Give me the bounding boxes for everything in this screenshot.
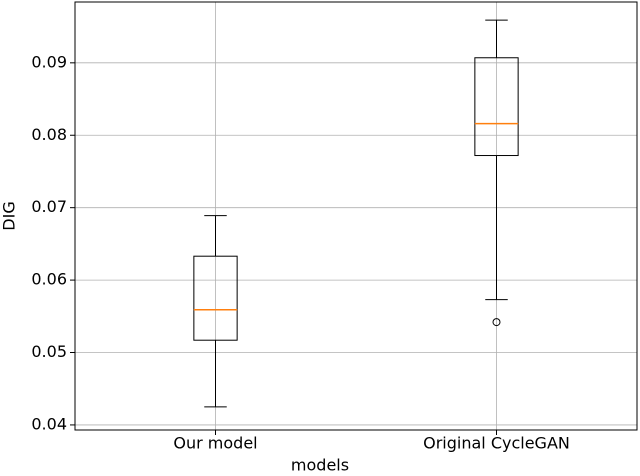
y-tick-label: 0.08 <box>31 125 67 144</box>
y-tick-label: 0.05 <box>31 342 67 361</box>
y-tick-label: 0.07 <box>31 197 67 216</box>
y-tick-label: 0.06 <box>31 270 67 289</box>
y-axis-label: DIG <box>0 201 19 230</box>
plot-frame <box>74 1 638 431</box>
y-tick-label: 0.04 <box>31 414 67 433</box>
x-tick-label: Our model <box>173 434 257 453</box>
box <box>193 255 238 341</box>
box <box>474 57 519 157</box>
y-tick-label: 0.09 <box>31 52 67 71</box>
x-tick-label: Original CycleGAN <box>423 434 570 453</box>
x-axis-label: models <box>291 456 349 475</box>
outlier <box>492 318 501 327</box>
